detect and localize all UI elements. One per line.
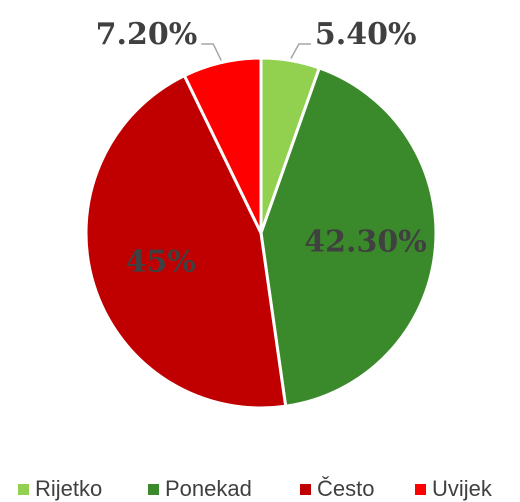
legend-swatch (18, 484, 29, 495)
pie-slice (182, 56, 263, 234)
data-label: 45% (125, 245, 195, 280)
legend-swatch (300, 484, 311, 495)
pie-slice (84, 73, 288, 410)
pie-slice (259, 66, 438, 408)
legend-swatch (415, 484, 426, 495)
legend-label: Često (317, 476, 374, 501)
legend-swatch (148, 484, 159, 495)
legend-label: Rijetko (35, 476, 102, 501)
data-label: 7.20% (96, 17, 198, 52)
legend-label: Uvijek (432, 476, 493, 501)
leader-line (201, 43, 222, 61)
legend-label: Ponekad (165, 476, 252, 501)
leader-line (290, 43, 311, 59)
data-label: 5.40% (315, 17, 417, 52)
data-label: 42.30% (304, 224, 426, 259)
